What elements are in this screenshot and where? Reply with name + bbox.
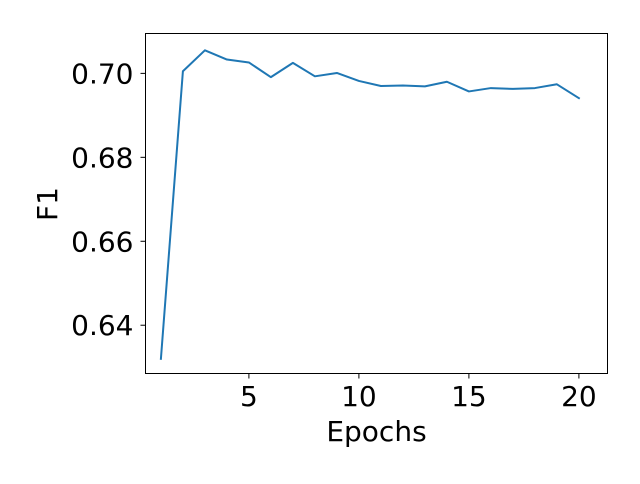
- x-tick-label: 10: [341, 380, 377, 413]
- y-tick-label: 0.68: [71, 141, 133, 174]
- plot-frame: [145, 33, 608, 374]
- x-axis-label: Epochs: [326, 415, 426, 448]
- x-tick-label: 5: [240, 380, 258, 413]
- plot-area: [159, 49, 581, 360]
- axes: 5 10 15 20 0.64 0.66 0.68 0.70: [71, 33, 608, 413]
- y-tick-label: 0.66: [71, 225, 133, 258]
- y-axis-label: F1: [31, 187, 64, 221]
- x-tick-label: 20: [561, 380, 597, 413]
- x-tick-label: 15: [451, 380, 487, 413]
- y-tick-label: 0.70: [71, 57, 133, 90]
- series-line-1: [159, 49, 581, 360]
- y-tick-label: 0.64: [71, 309, 133, 342]
